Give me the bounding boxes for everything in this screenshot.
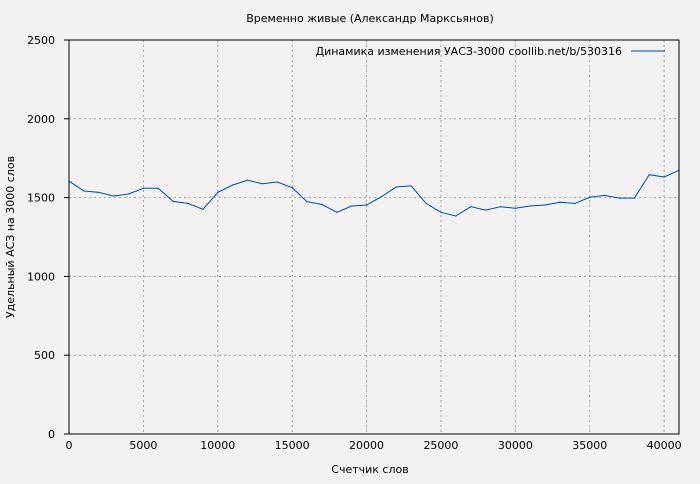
y-axis-label: Удельный АСЗ на 3000 слов [4,156,17,318]
plot-border [68,39,680,435]
data-point [529,205,531,207]
x-tick-label: 40000 [647,439,682,452]
data-point [83,190,85,192]
series-line [68,169,680,217]
data-point [618,197,621,199]
data-point [217,191,219,193]
data-point [172,200,174,202]
data-point [514,207,516,209]
data-point [559,201,561,203]
x-tick-label: 25000 [423,439,458,452]
data-point [663,176,665,178]
data-point [127,193,130,195]
data-point [157,187,159,189]
data-point [633,197,635,199]
y-tick-label: 1500 [27,192,55,205]
data-point [261,183,264,185]
x-tick-label: 35000 [572,439,607,452]
data-point [276,181,278,183]
data-point [410,185,412,187]
data-point [142,187,144,189]
data-point [499,206,502,208]
x-tick-label: 10000 [200,439,235,452]
data-point [648,174,650,176]
data-point [113,195,115,197]
data-point [455,215,457,217]
series [68,169,680,217]
data-point [321,203,323,205]
data-point [589,196,591,198]
chart-title: Временно живые (Александр Марксьянов) [246,12,494,25]
data-point [306,201,308,203]
data-point [187,202,189,205]
data-point [351,205,353,207]
x-tick-label: 0 [66,439,73,452]
data-point [484,209,487,211]
y-tick-label: 1000 [27,270,55,283]
data-point [246,179,249,181]
legend-label: Динамика изменения УАСЗ-3000 coollib.net… [316,45,623,58]
x-tick-label: 30000 [498,439,533,452]
x-tick-label: 5000 [129,439,157,452]
y-tick-label: 2000 [27,113,55,126]
data-point [425,202,427,205]
x-axis-label: Счетчик слов [331,463,408,476]
ticks: 0 5000 10000 15000 20000 25000 30000 35000 40000… [27,34,682,452]
y-tick-label: 500 [34,349,55,362]
data-point [232,184,234,186]
data-point [291,187,293,189]
x-tick-label: 15000 [275,439,310,452]
y-tick-label: 2500 [27,34,55,47]
data-point [574,202,576,205]
data-point [395,186,397,188]
data-point [544,204,546,206]
y-tick-label: 0 [48,428,55,441]
x-tick-label: 20000 [349,439,384,452]
data-point [440,211,442,213]
data-point [604,194,606,196]
data-point [365,204,368,206]
data-point [336,211,338,213]
grid [69,40,679,434]
data-point [380,196,383,198]
data-point [202,208,204,210]
data-point [470,206,472,208]
data-point [98,191,100,193]
